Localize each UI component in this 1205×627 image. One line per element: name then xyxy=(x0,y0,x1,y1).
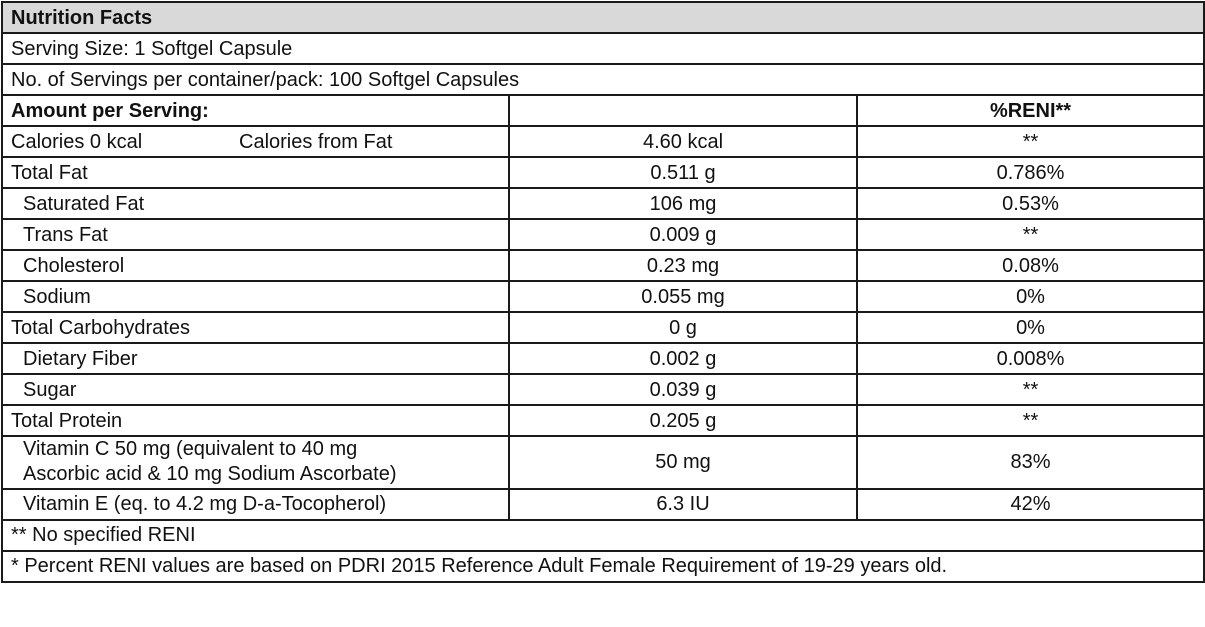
nutrient-amount: 0.002 g xyxy=(508,342,858,375)
vitamin-c-line1: Vitamin C 50 mg (equivalent to 40 mg xyxy=(23,438,358,460)
nutrient-name: Total Carbohydrates xyxy=(1,311,510,344)
vitamin-e-name: Vitamin E (eq. to 4.2 mg D-a-Tocopherol) xyxy=(1,487,510,521)
calories-value: 4.60 kcal xyxy=(508,125,858,158)
nutrient-row-sugar: Sugar 0.039 g ** xyxy=(1,373,1205,406)
servings-per-container: No. of Servings per container/pack: 100 … xyxy=(0,63,1205,96)
nutrient-amount: 106 mg xyxy=(508,187,858,220)
column-header-row: Amount per Serving: %RENI** xyxy=(1,94,1205,127)
vitamin-c-reni: 83% xyxy=(855,435,1205,490)
nutrient-reni: ** xyxy=(855,218,1205,251)
nutrient-amount: 0.009 g xyxy=(508,218,858,251)
calories-reni: ** xyxy=(855,125,1205,158)
servings-per-container-row: No. of Servings per container/pack: 100 … xyxy=(0,63,1205,96)
nutrient-reni: 0% xyxy=(855,311,1205,344)
nutrient-reni: ** xyxy=(855,404,1205,437)
vitamin-e-amount: 6.3 IU xyxy=(508,487,858,521)
nutrient-name: Dietary Fiber xyxy=(1,342,510,375)
nutrient-row-dietary-fiber: Dietary Fiber 0.002 g 0.008% xyxy=(1,342,1205,375)
nutrient-reni: 0.008% xyxy=(855,342,1205,375)
nutrient-row-trans-fat: Trans Fat 0.009 g ** xyxy=(1,218,1205,251)
vitamin-c-line2: Ascorbic acid & 10 mg Sodium Ascorbate) xyxy=(23,463,397,486)
nutrient-amount: 0.205 g xyxy=(508,404,858,437)
nutrient-reni: 0.53% xyxy=(855,187,1205,220)
footnote-no-reni: ** No specified RENI xyxy=(0,518,1205,552)
vitamin-e-reni: 42% xyxy=(855,487,1205,521)
nutrient-row-vitamin-e: Vitamin E (eq. to 4.2 mg D-a-Tocopherol)… xyxy=(1,487,1205,521)
nutrient-row-total-protein: Total Protein 0.205 g ** xyxy=(1,404,1205,437)
nutrient-name: Total Fat xyxy=(1,156,510,189)
nutrient-reni: 0.08% xyxy=(855,249,1205,282)
footnote-percent-reni: * Percent RENI values are based on PDRI … xyxy=(0,549,1205,583)
vitamin-c-amount: 50 mg xyxy=(508,435,858,490)
serving-size: Serving Size: 1 Softgel Capsule xyxy=(0,32,1205,65)
calories-row: Calories 0 kcal Calories from Fat 4.60 kc… xyxy=(1,125,1205,158)
calories-label: Calories 0 kcal xyxy=(11,130,143,153)
nutrient-reni: 0% xyxy=(855,280,1205,313)
footnote-row-percent: * Percent RENI values are based on PDRI … xyxy=(0,549,1205,583)
nutrient-row-vitamin-c: Vitamin C 50 mg (equivalent to 40 mg Asc… xyxy=(1,435,1205,490)
nutrient-row-total-fat: Total Fat 0.511 g 0.786% xyxy=(1,156,1205,189)
nutrient-reni: 0.786% xyxy=(855,156,1205,189)
nutrient-amount: 0.039 g xyxy=(508,373,858,406)
nutrient-row-saturated-fat: Saturated Fat 106 mg 0.53% xyxy=(1,187,1205,220)
nutrient-amount: 0 g xyxy=(508,311,858,344)
calories-cell: Calories 0 kcal Calories from Fat xyxy=(1,125,510,158)
nutrient-reni: ** xyxy=(855,373,1205,406)
title-row: Nutrition Facts xyxy=(0,1,1205,34)
nutrient-name: Sugar xyxy=(1,373,510,406)
nutrient-row-cholesterol: Cholesterol 0.23 mg 0.08% xyxy=(1,249,1205,282)
vitamin-c-name: Vitamin C 50 mg (equivalent to 40 mg Asc… xyxy=(1,435,510,490)
nutrient-name: Total Protein xyxy=(1,404,510,437)
table-title: Nutrition Facts xyxy=(0,1,1205,34)
nutrient-row-total-carbohydrates: Total Carbohydrates 0 g 0% xyxy=(1,311,1205,344)
nutrient-row-sodium: Sodium 0.055 mg 0% xyxy=(1,280,1205,313)
nutrient-name: Trans Fat xyxy=(1,218,510,251)
amount-column-header xyxy=(508,94,858,127)
nutrient-amount: 0.23 mg xyxy=(508,249,858,282)
nutrition-facts-table: Nutrition Facts Serving Size: 1 Softgel … xyxy=(0,1,1205,583)
nutrient-amount: 0.055 mg xyxy=(508,280,858,313)
reni-column-header: %RENI** xyxy=(855,94,1205,127)
nutrient-name: Saturated Fat xyxy=(1,187,510,220)
amount-per-serving-header: Amount per Serving: xyxy=(1,94,510,127)
nutrient-name: Cholesterol xyxy=(1,249,510,282)
nutrient-amount: 0.511 g xyxy=(508,156,858,189)
serving-size-row: Serving Size: 1 Softgel Capsule xyxy=(0,32,1205,65)
nutrient-name: Sodium xyxy=(1,280,510,313)
footnote-row-no-reni: ** No specified RENI xyxy=(0,518,1205,552)
calories-from-fat-label: Calories from Fat xyxy=(239,130,393,153)
